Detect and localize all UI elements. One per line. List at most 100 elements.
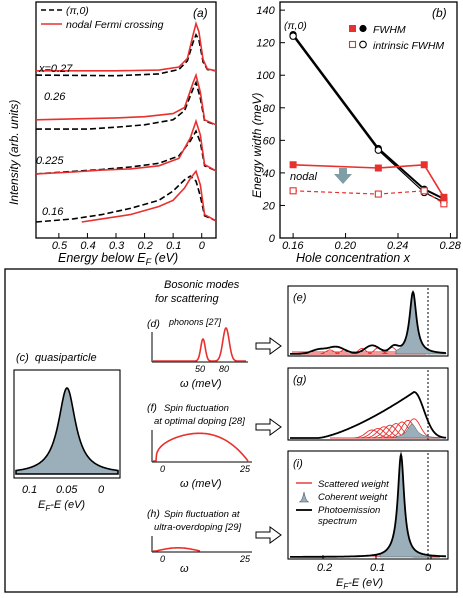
panel-c-frame <box>13 369 121 479</box>
panel-i: 0.2 0.1 0 (i) Scattered weight Coherent we… <box>287 450 449 591</box>
b-ytick-label-2: 40 <box>263 168 276 180</box>
b-xtick-label-3: 0.28 <box>439 240 461 252</box>
panel-b-xlabel: Hole concentration x <box>296 251 411 265</box>
panel-i-label: (i) <box>293 458 303 470</box>
antinodal-curve-0 <box>35 32 217 77</box>
i-xtick-label-2: 0 <box>425 562 432 574</box>
antinodal-curve-3 <box>35 175 217 223</box>
b-ytick-label-3: 60 <box>263 135 276 147</box>
legend-open-square <box>348 40 357 49</box>
legend-filled-circle <box>359 24 367 33</box>
b-point-2-1 <box>374 164 382 172</box>
panel-i-spectrum <box>290 451 446 558</box>
pi0-annotation: (π,0) <box>284 20 307 32</box>
c-xtick-label-1: 0.05 <box>56 484 78 496</box>
panel-f-label: (f) <box>147 402 157 414</box>
panel-e-spectrum <box>290 290 446 355</box>
legend-spectrum-label-2: spectrum <box>318 516 357 527</box>
b-line-3 <box>293 190 445 205</box>
legend-fwhm-label: FWHM <box>373 24 406 36</box>
legend-coherent-label: Coherent weight <box>318 492 388 503</box>
panel-f: (f) Spin fluctuation at optimal doping [… <box>147 402 252 490</box>
b-point-1-1 <box>374 146 383 154</box>
b-point-2-3 <box>440 193 448 201</box>
legend-spectrum-label-1: Photoemission <box>318 505 380 516</box>
antinodal-curve-2 <box>35 129 217 175</box>
a-xtick-label-5: 0 <box>199 240 206 252</box>
panel-f-title-2: at optimal doping [28] <box>154 416 245 427</box>
panel-i-frame <box>287 450 449 560</box>
spin-optimal-spectrum <box>153 432 249 462</box>
arrow-h-to-i <box>255 526 282 544</box>
panel-a-ticks: 0.5 0.4 0.3 0.2 0.1 0 <box>52 233 206 252</box>
panel-e-label: (e) <box>293 292 307 304</box>
panel-f-tick-25: 25 <box>239 464 251 474</box>
panel-h-tick-0: 0 <box>160 554 165 564</box>
panel-b: 0 20 40 60 80 100 120 140 0.16 0.20 0.24 0.28 (b) (… <box>250 1 462 265</box>
b-xtick-label-0: 0.16 <box>282 240 304 252</box>
b-ytick-label-1: 20 <box>262 200 276 212</box>
panel-h-title-2: ultra-overdoping [29] <box>154 522 241 533</box>
panel-c-xlabel: EF-E (eV) <box>38 499 85 513</box>
curve-label-0225: 0.225 <box>36 155 64 167</box>
panel-h-xlabel: ω <box>180 563 189 575</box>
panel-a-curves <box>35 20 217 223</box>
b-line-0 <box>292 34 445 200</box>
arrow-d-to-e <box>255 337 282 355</box>
panel-g-spectrum <box>290 391 447 439</box>
spin-overdoped-spectrum <box>153 547 201 552</box>
a-xtick-label-0: 0.5 <box>52 240 68 252</box>
panel-c-ticks: 0.1 0.05 0 <box>22 484 105 496</box>
a-xtick-label-4: 0.1 <box>166 240 181 252</box>
panel-g-frame <box>287 367 449 441</box>
quasiparticle-peak <box>15 387 119 475</box>
c-xtick-label-0: 0.1 <box>22 484 37 496</box>
b-xtick-label-2: 0.24 <box>387 240 408 252</box>
down-arrow-icon <box>334 168 352 184</box>
panel-a-frame <box>35 1 217 239</box>
legend-antinodal-label: (π,0) <box>66 5 89 17</box>
antinodal-curve-1 <box>36 80 217 130</box>
panel-d-tick-80: 80 <box>219 364 229 374</box>
bosonic-header-line2: for scattering <box>155 293 219 305</box>
nodal-curve-2 <box>35 118 217 175</box>
b-point-3-3 <box>440 200 448 208</box>
panel-e-frame <box>287 285 449 357</box>
i-xtick-label-0: 0.2 <box>317 562 332 574</box>
b-point-3-0 <box>289 187 297 195</box>
panel-i-xlabel: EF-E (eV) <box>336 577 383 591</box>
panel-c: (c) quasiparticle 0.1 0.05 0 EF-E (eV) <box>13 352 121 513</box>
panel-f-xlabel: ω (meV) <box>180 478 222 490</box>
legend-open-circle <box>359 40 367 49</box>
legend-intrinsic-label: intrinsic FWHM <box>373 40 444 52</box>
a-xtick-label-1: 0.4 <box>80 240 95 252</box>
legend-filled-square <box>349 25 356 32</box>
b-line-2 <box>293 163 445 198</box>
panel-b-series <box>289 30 448 208</box>
panel-c-label: (c) quasiparticle <box>16 352 97 364</box>
panel-b-label: (b) <box>432 6 447 20</box>
nodal-curve-1 <box>35 72 217 126</box>
curve-label-026: 0.26 <box>44 91 66 103</box>
b-point-2-2 <box>420 161 428 169</box>
panel-f-title-1: Spin fluctuation <box>164 403 229 414</box>
b-point-3-1 <box>374 190 382 198</box>
curve-label-016: 0.16 <box>42 206 64 218</box>
panel-g: (g) <box>287 367 449 441</box>
panel-g-scattered <box>330 418 440 439</box>
phonon-spectrum <box>153 326 246 362</box>
nodal-curve-3 <box>81 169 217 223</box>
panel-b-frame <box>279 1 458 239</box>
b-ytick-label-5: 100 <box>256 70 275 82</box>
b-ytick-label-6: 120 <box>256 38 275 50</box>
panel-f-tick-0: 0 <box>160 464 165 474</box>
panel-a-xlabel: Energy below EF (eV) <box>58 251 178 267</box>
bosonic-header-line1: Bosonic modes <box>164 279 240 291</box>
panel-a-ylabel: Intensity (arb. units) <box>7 100 21 205</box>
b-xtick-label-1: 0.20 <box>335 240 357 252</box>
panel-g-label: (g) <box>293 374 307 386</box>
panel-d-label: (d) <box>147 318 160 330</box>
panel-b-ticks: 0 20 40 60 80 100 120 140 0.16 0.20 0.24 0.28 <box>256 5 461 252</box>
arrow-f-to-g <box>255 418 282 436</box>
nodal-curve-0 <box>36 20 217 72</box>
